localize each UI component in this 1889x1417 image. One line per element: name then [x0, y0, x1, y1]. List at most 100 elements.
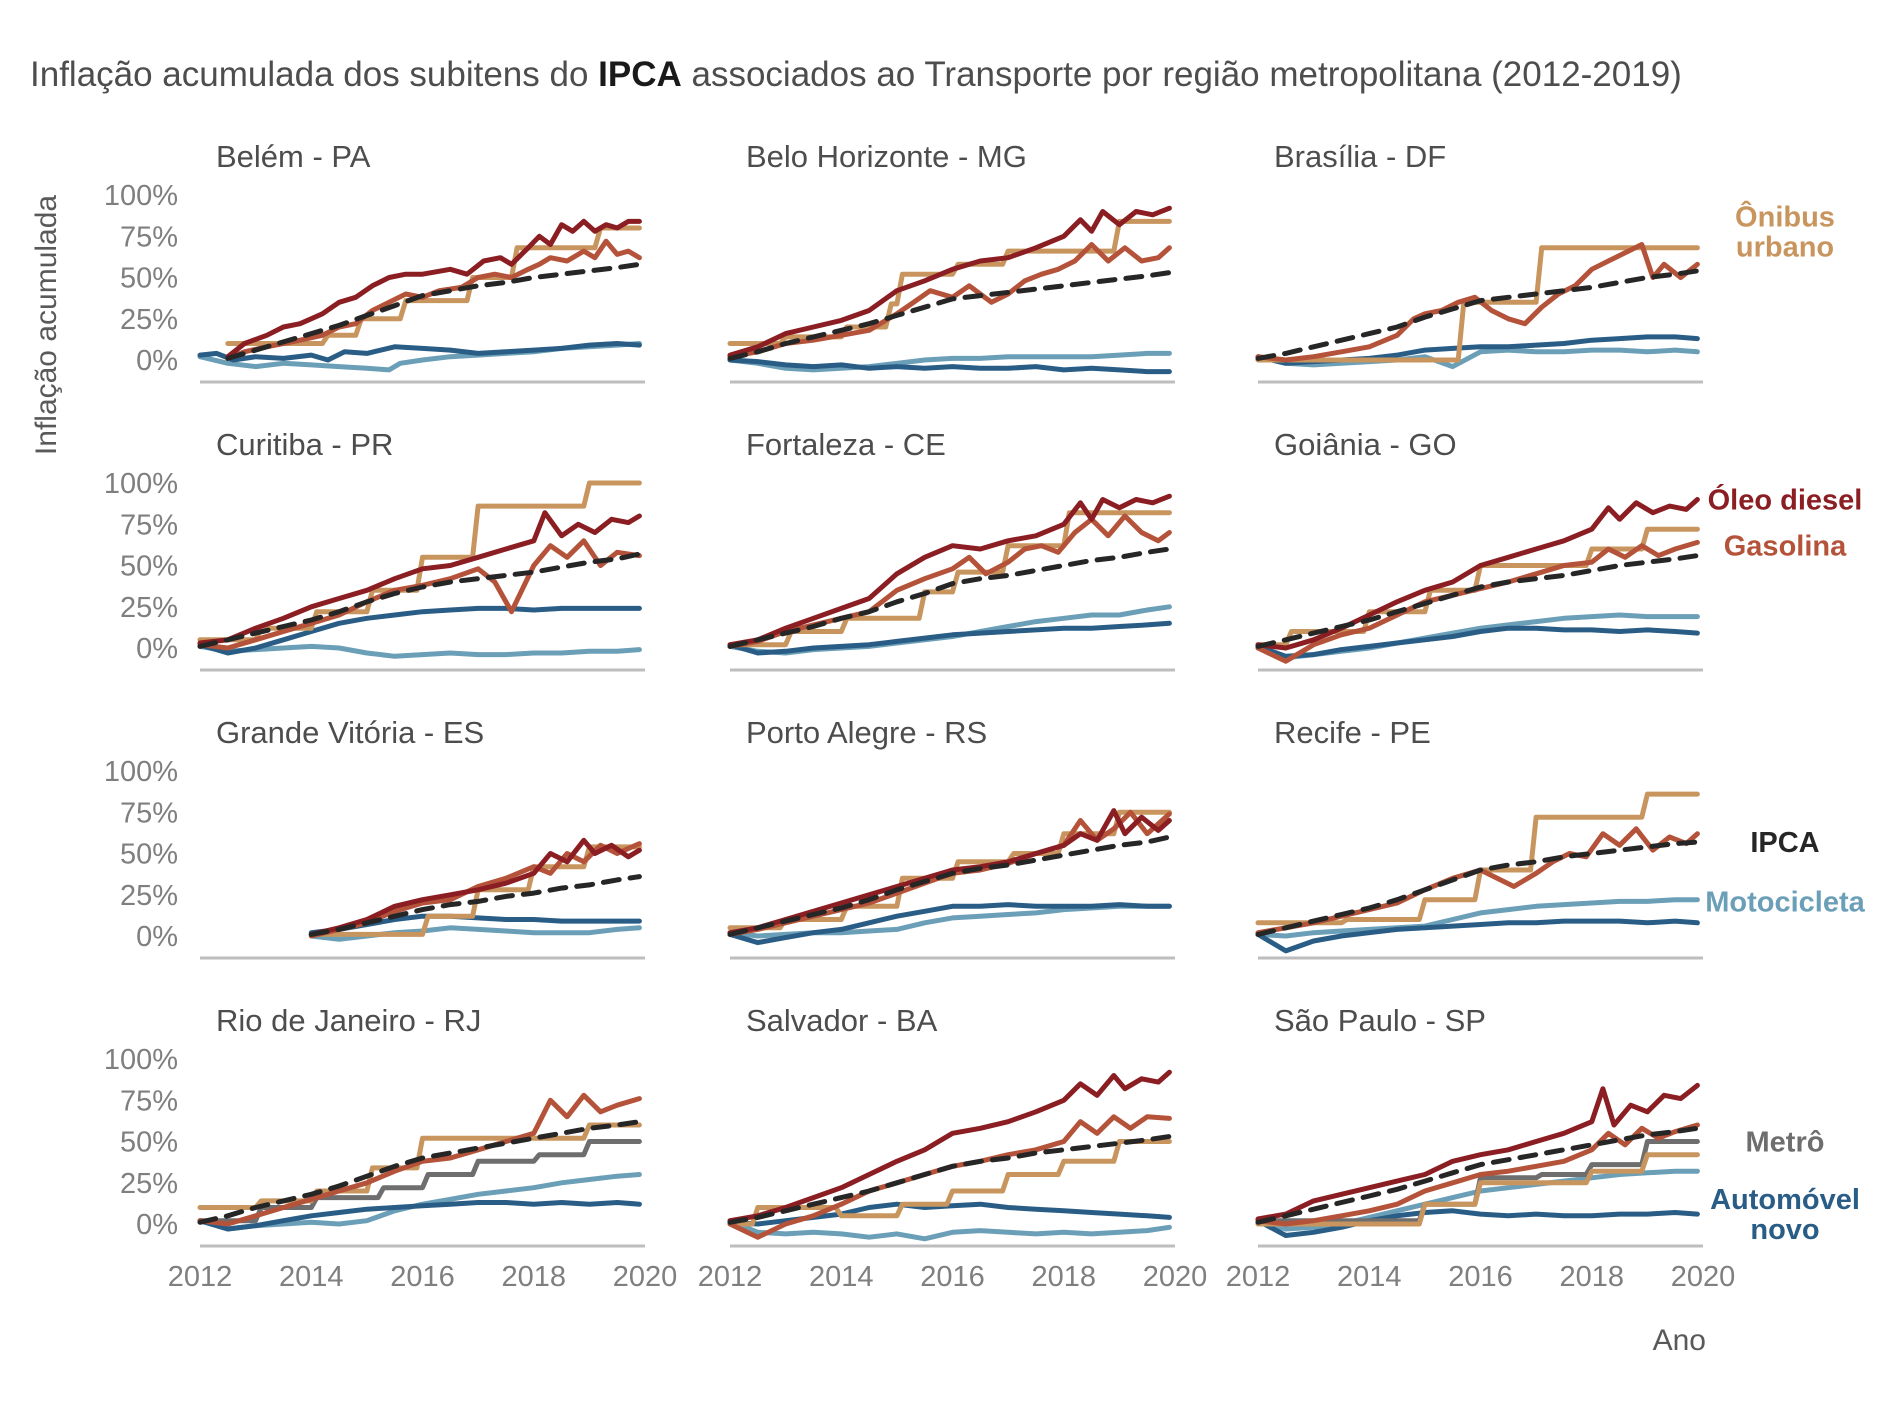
series-line-moto	[727, 1218, 1172, 1242]
chart-title-part: IPCA	[598, 55, 682, 94]
x-tick-label: 2018	[501, 1261, 566, 1293]
series-line-gasolina	[197, 1092, 642, 1227]
series-line-ipca	[197, 1119, 642, 1225]
x-axis-title: Ano	[1653, 1324, 1706, 1357]
legend-label-auto: Automóvel novo	[1710, 1184, 1860, 1246]
y-tick-label: 0%	[136, 1209, 178, 1241]
panel-title: Recife - PE	[1274, 715, 1431, 750]
panel-title: Grande Vitória - ES	[216, 715, 484, 750]
series-line-moto	[1255, 347, 1700, 370]
panel: Fortaleza - CE	[727, 427, 1175, 672]
series-line-oleo	[727, 1069, 1172, 1224]
series-line-auto	[727, 902, 1172, 946]
legend-label-line: Gasolina	[1724, 531, 1847, 563]
x-tick-label: 2016	[390, 1261, 455, 1293]
series-line-ipca	[225, 261, 642, 361]
panel: Recife - PE	[1255, 715, 1703, 960]
series-line-onibus	[1255, 1152, 1700, 1227]
panel: Salvador - BA 2012 2014 2016 2018 2020	[698, 1003, 1208, 1293]
legend-label-line: Metrô	[1746, 1127, 1825, 1159]
series-line-oleo	[197, 510, 642, 646]
panel-title: Goiânia - GO	[1274, 427, 1457, 462]
series-line-oleo	[1255, 1082, 1700, 1222]
y-tick-label: 100%	[104, 756, 178, 788]
series-line-onibus	[197, 480, 642, 643]
panel-title: Belo Horizonte - MG	[746, 139, 1027, 174]
series-line-gasolina	[1255, 1122, 1700, 1227]
y-tick-label: 100%	[104, 468, 178, 500]
series-line-auto	[197, 341, 642, 363]
x-tick-label: 2020	[1143, 1261, 1208, 1293]
series-line-ipca	[1255, 839, 1700, 937]
panel-title: Belém - PA	[216, 139, 371, 174]
panel-title: Fortaleza - CE	[746, 427, 946, 462]
series-line-ipca	[1255, 1125, 1700, 1225]
series-line-onibus	[225, 225, 642, 346]
y-tick-label: 75%	[120, 221, 178, 253]
legend-label-oleo: Óleo diesel	[1708, 483, 1863, 517]
series-line-ipca	[1255, 268, 1700, 361]
legend-label-moto: Motocicleta	[1705, 886, 1865, 918]
series-line-oleo	[225, 218, 642, 360]
panel: Porto Alegre - RS	[727, 715, 1175, 960]
series-line-ipca	[727, 270, 1172, 361]
x-tick-label: 2014	[809, 1261, 874, 1293]
series-line-auto	[1255, 918, 1700, 954]
y-tick-label: 0%	[136, 345, 178, 377]
x-tick-label: 2012	[168, 1261, 233, 1293]
series-line-oleo	[727, 205, 1172, 358]
legend-label-line: Ônibus	[1735, 199, 1835, 233]
series-line-ipca	[727, 834, 1172, 937]
panel-title: Curitiba - PR	[216, 427, 393, 462]
x-tick-label: 2014	[279, 1261, 344, 1293]
series-line-auto	[727, 620, 1172, 656]
x-tick-label: 2016	[920, 1261, 985, 1293]
legend-label-onibus: Ônibus urbano	[1735, 199, 1835, 263]
y-axis-title: Inflação acumulada	[30, 195, 63, 455]
x-tick-label: 2014	[1337, 1261, 1402, 1293]
y-tick-label: 50%	[120, 839, 178, 871]
legend-label-ipca: IPCA	[1750, 827, 1819, 859]
panel-title: Salvador - BA	[746, 1003, 938, 1038]
panel: Belo Horizonte - MG	[727, 139, 1175, 384]
panel: Grande Vitória - ES 0% 25% 50% 75% 100%	[104, 715, 645, 960]
panel-title: Rio de Janeiro - RJ	[216, 1003, 481, 1038]
y-tick-label: 75%	[120, 1085, 178, 1117]
x-tick-label: 2012	[698, 1261, 763, 1293]
series-line-ipca	[727, 546, 1172, 649]
series-line-auto	[1255, 1208, 1700, 1238]
y-tick-label: 75%	[120, 797, 178, 829]
x-tick-label: 2018	[1031, 1261, 1096, 1293]
series-line-gasolina	[197, 538, 642, 651]
y-tick-label: 25%	[120, 304, 178, 336]
y-tick-label: 0%	[136, 633, 178, 665]
panel: Belém - PA 0% 25% 50% 75% 100%	[104, 139, 645, 384]
series-line-gasolina	[1255, 242, 1700, 363]
legend-label-line: IPCA	[1750, 827, 1819, 859]
panel: Goiânia - GO	[1255, 427, 1703, 672]
panel: Curitiba - PR 0% 25% 50% 75% 100%	[104, 427, 645, 672]
y-tick-label: 25%	[120, 592, 178, 624]
legend-label-metro: Metrô	[1746, 1127, 1825, 1159]
chart-title: Inflação acumulada dos subitens do IPCA …	[30, 55, 1682, 94]
y-tick-label: 75%	[120, 509, 178, 541]
x-tick-label: 2020	[613, 1261, 678, 1293]
series-line-oleo	[308, 837, 642, 937]
legend-label-line: Motocicleta	[1705, 886, 1865, 918]
series-line-ipca	[308, 874, 642, 937]
panel: São Paulo - SP 2012 2014 2016 2018 2020	[1226, 1003, 1736, 1293]
panel-title: Brasília - DF	[1274, 139, 1446, 174]
chart-title-part: associados ao Transporte por região metr…	[682, 55, 1682, 94]
series-line-gasolina	[727, 513, 1172, 649]
x-tick-label: 2012	[1226, 1261, 1291, 1293]
series-line-gasolina	[1255, 826, 1700, 936]
x-tick-label: 2016	[1448, 1261, 1513, 1293]
y-tick-label: 25%	[120, 880, 178, 912]
legend-label-line: Automóvel	[1710, 1184, 1860, 1216]
series-line-moto	[1255, 897, 1700, 939]
series-line-oleo	[727, 493, 1172, 648]
y-tick-label: 50%	[120, 263, 178, 295]
series-line-gasolina	[727, 242, 1172, 360]
series-line-ipca	[1255, 553, 1700, 649]
